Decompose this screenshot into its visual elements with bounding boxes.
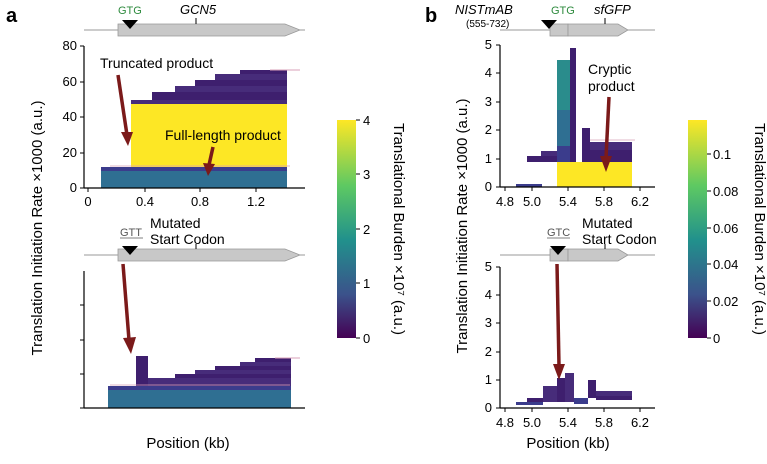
panel-b-top-plot xyxy=(496,44,655,191)
y-tick-label: 3 xyxy=(485,94,492,109)
y-tick-label: 20 xyxy=(63,145,77,160)
y-tick-label: 4 xyxy=(485,287,492,302)
cbar-tick-label: 0.02 xyxy=(713,294,738,309)
panel-b-bottom-plot xyxy=(496,263,655,412)
y-tick-label: 5 xyxy=(485,37,492,52)
gene-arrow-icon xyxy=(567,248,629,262)
x-tick-label: 0 xyxy=(84,194,91,209)
cryptic-annotation-2: product xyxy=(588,78,635,94)
panel-b-gene-schematic xyxy=(500,18,655,37)
cbar-tick-label: 2 xyxy=(363,222,370,237)
full-length-arrow-icon xyxy=(203,163,215,176)
panel-a-gene-label: GCN5 xyxy=(180,2,217,17)
panel-a-bottom-plot xyxy=(80,263,305,409)
cbar-tick-label: 1 xyxy=(363,276,370,291)
panel-a-start-codon: GTG xyxy=(118,5,142,17)
panel-a-x-ticks xyxy=(87,188,257,192)
panel-a-colorbar-label: Translational Burden ×10⁷ (a.u.) xyxy=(390,123,407,335)
panel-a-x-axis-label: Position (kb) xyxy=(146,435,229,452)
panel-b-gene-left: NISTmAB xyxy=(455,2,513,17)
cbar-tick-label: 0.1 xyxy=(713,147,731,162)
gene-arrow-icon xyxy=(117,248,302,262)
x-tick-label: 6.2 xyxy=(631,194,649,209)
cbar-tick-label: 0.08 xyxy=(713,184,738,199)
x-tick-label: 0.4 xyxy=(136,194,154,209)
panel-b-colorbar xyxy=(688,120,711,339)
x-tick-label: 1.2 xyxy=(247,194,265,209)
start-codon-marker-icon xyxy=(550,246,566,255)
y-tick-label: 0 xyxy=(70,180,77,195)
panel-a-colorbar xyxy=(337,119,360,339)
x-tick-label: 5.8 xyxy=(595,194,613,209)
gene-arrow-icon xyxy=(567,23,629,37)
panel-a-mutated-label-1: Mutated xyxy=(150,215,201,231)
truncated-annotation: Truncated product xyxy=(100,55,213,71)
panel-b-y-axis-label: Translation Initiation Rate ×1000 (a.u.) xyxy=(454,98,471,353)
cbar-tick-label: 0 xyxy=(713,331,720,346)
gene-arrow-icon xyxy=(117,23,302,37)
x-tick-label: 5.4 xyxy=(559,194,577,209)
y-tick-label: 1 xyxy=(485,151,492,166)
cbar-tick-label: 3 xyxy=(363,167,370,182)
panel-b-mutated-schematic xyxy=(500,237,655,262)
cbar-tick-label: 4 xyxy=(363,113,370,128)
full-length-annotation: Full-length product xyxy=(165,127,281,143)
panel-b-x-axis-label: Position (kb) xyxy=(526,435,609,452)
panel-a-top-plot: 0 20 40 60 80 0 0.4 0.8 1.2 Truncated pr… xyxy=(63,38,305,209)
x-tick-label: 5.4 xyxy=(559,415,577,430)
panel-b-gene-left-sub: (555-732) xyxy=(466,19,509,30)
panel-a-mutated-schematic xyxy=(84,237,305,262)
truncated-bar xyxy=(131,104,287,167)
y-tick-label: 5 xyxy=(485,259,492,274)
y-tick-label: 60 xyxy=(63,74,77,89)
panel-a-mutated-label-2: Start Codon xyxy=(150,231,225,247)
panel-a-letter: a xyxy=(6,5,18,27)
cbar-tick-label: 0 xyxy=(363,331,370,346)
truncated-arrow-icon xyxy=(121,132,133,146)
mutated-arrow-icon xyxy=(553,364,565,380)
y-tick-label: 0 xyxy=(485,179,492,194)
panel-a-y-ticks xyxy=(80,45,84,189)
full-length-bar-top xyxy=(101,167,287,171)
start-codon-marker-icon xyxy=(122,20,138,29)
x-tick-label: 4.8 xyxy=(496,194,514,209)
start-codon-marker-icon xyxy=(122,246,138,255)
y-tick-label: 2 xyxy=(485,122,492,137)
panel-b-mutated-label-1: Mutated xyxy=(582,215,633,231)
panel-b-mutated-label-2: Start Codon xyxy=(582,231,657,247)
x-tick-label: 0.8 xyxy=(191,194,209,209)
x-tick-label: 4.8 xyxy=(496,415,514,430)
y-tick-label: 4 xyxy=(485,65,492,80)
cryptic-annotation-1: Cryptic xyxy=(588,61,632,77)
y-tick-label: 80 xyxy=(63,38,77,53)
start-codon-marker-icon xyxy=(541,20,557,29)
y-tick-label: 40 xyxy=(63,109,77,124)
panel-a-y-axis-label: Translation Initiation Rate ×1000 (a.u.) xyxy=(29,100,46,355)
panel-a-mutated-codon: GTT xyxy=(120,227,142,239)
panel-b-gene-right: sfGFP xyxy=(594,2,631,17)
x-tick-label: 5.0 xyxy=(523,194,541,209)
y-tick-label: 2 xyxy=(485,344,492,359)
cbar-tick-label: 0.04 xyxy=(713,257,738,272)
cryptic-arrow-icon xyxy=(600,156,612,172)
panel-b-letter: b xyxy=(425,5,437,27)
panel-b-start-codon: GTG xyxy=(551,5,575,17)
y-tick-label: 1 xyxy=(485,372,492,387)
panel-a-gene-schematic xyxy=(84,18,305,37)
panel-b-colorbar-label: Translational Burden ×10⁷ (a.u.) xyxy=(751,123,767,335)
y-tick-label: 3 xyxy=(485,315,492,330)
x-tick-label: 5.0 xyxy=(523,415,541,430)
cbar-tick-label: 0.06 xyxy=(713,221,738,236)
mutated-arrow-icon xyxy=(123,337,136,354)
x-tick-label: 5.8 xyxy=(595,415,613,430)
x-tick-label: 6.2 xyxy=(631,415,649,430)
panel-b-mutated-codon: GTC xyxy=(547,227,570,239)
full-length-bar xyxy=(101,171,287,188)
y-tick-label: 0 xyxy=(485,400,492,415)
